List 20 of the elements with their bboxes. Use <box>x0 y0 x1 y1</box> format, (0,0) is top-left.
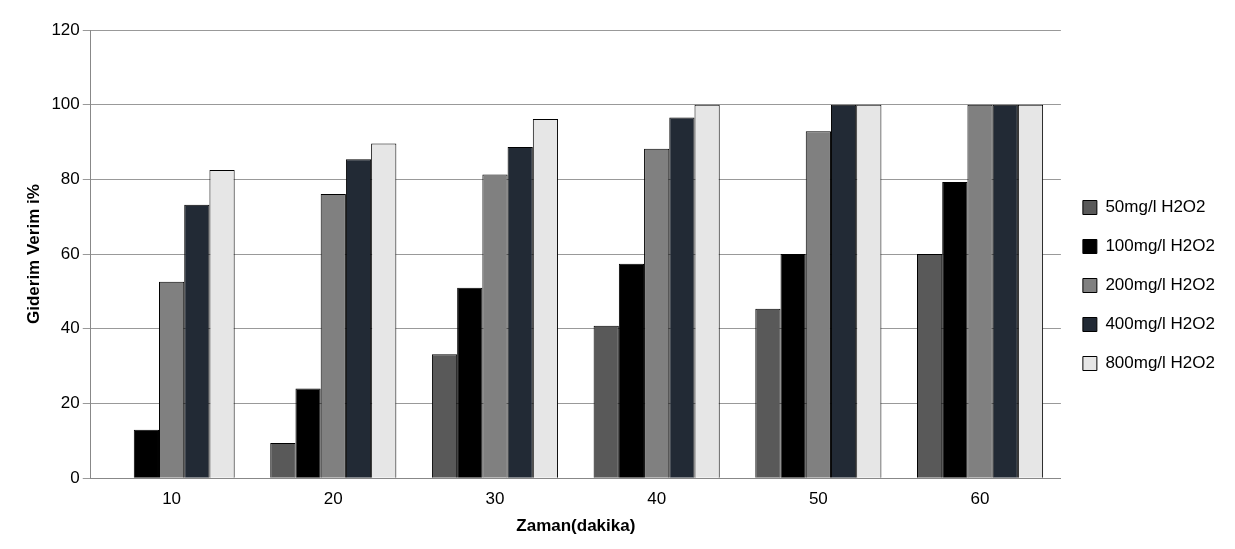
legend-label: 800mg/l H2O2 <box>1105 353 1216 373</box>
legend-label: 100mg/l H2O2 <box>1105 236 1216 256</box>
x-tick-label: 10 <box>162 489 182 509</box>
y-tick-label: 100 <box>51 94 80 114</box>
y-tick-label: 120 <box>51 19 80 39</box>
y-tick-label: 40 <box>60 318 80 338</box>
y-tick-label: 80 <box>60 169 80 189</box>
legend-label: 200mg/l H2O2 <box>1105 275 1216 295</box>
x-tick-label: 50 <box>808 489 828 509</box>
x-tick-label: 40 <box>647 489 667 509</box>
y-tick-label: 20 <box>60 393 80 413</box>
x-tick-label: 30 <box>485 489 505 509</box>
x-axis-title: Zaman(dakika) <box>516 516 636 536</box>
y-tick-label: 0 <box>70 467 80 487</box>
x-tick-label: 60 <box>970 489 990 509</box>
x-tick-label: 20 <box>323 489 343 509</box>
legend-label: 50mg/l H2O2 <box>1105 197 1206 217</box>
y-axis-title: Giderim Verim i% <box>23 184 43 325</box>
legend-label: 400mg/l H2O2 <box>1105 314 1216 334</box>
y-tick-label: 60 <box>60 243 80 263</box>
